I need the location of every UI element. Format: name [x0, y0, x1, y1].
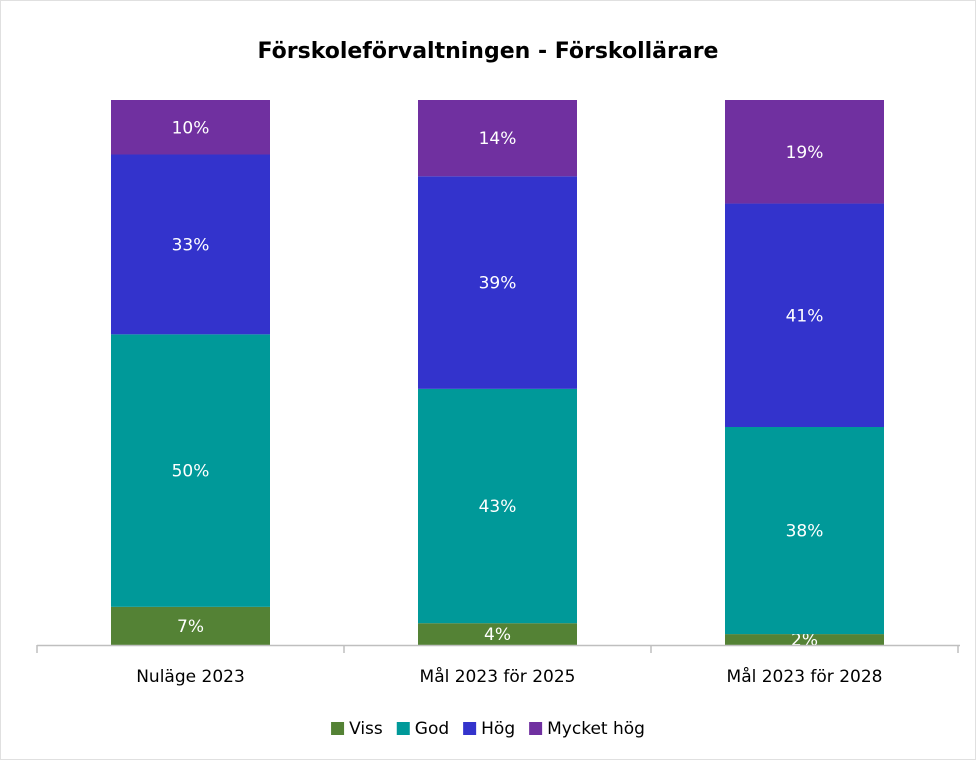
bar-segment [418, 100, 577, 177]
legend-swatch [396, 722, 410, 735]
x-tick-label: Mål 2023 för 2025 [420, 666, 576, 687]
value-label: 7% [177, 617, 204, 637]
value-label: 50% [172, 462, 210, 482]
value-label: 43% [479, 497, 517, 517]
bar-segment [418, 388, 577, 624]
bar-segment [725, 427, 884, 635]
value-label: 10% [172, 118, 210, 138]
x-tick-label: Mål 2023 för 2028 [727, 666, 883, 687]
bar-segment [725, 203, 884, 427]
value-label: 39% [479, 274, 517, 294]
legend-label: Mycket hög [547, 719, 645, 739]
bar-segment [111, 334, 270, 607]
value-label: 38% [786, 522, 824, 542]
value-label: 14% [479, 129, 517, 149]
bar-segment [725, 100, 884, 204]
legend-swatch [529, 722, 543, 735]
value-label: 41% [786, 306, 824, 326]
chart-title: Förskoleförvaltningen - Förskollärare [258, 39, 719, 64]
bar-segment [111, 606, 270, 645]
bar-segment [111, 154, 270, 335]
legend-label: Viss [349, 719, 383, 739]
bar-segment [111, 100, 270, 155]
legend-label: Hög [481, 719, 515, 739]
bar-segment [418, 176, 577, 389]
x-tick-label: Nuläge 2023 [136, 667, 245, 687]
bar-segment [418, 623, 577, 645]
legend-swatch [331, 722, 345, 735]
legend-swatch [463, 722, 477, 735]
legend-label: God [415, 719, 449, 739]
value-label: 19% [786, 143, 824, 163]
legend: Viss God Hög Mycket hög [331, 719, 645, 739]
bar-segment [725, 634, 884, 645]
value-label: 4% [484, 625, 511, 645]
value-label: 33% [172, 235, 210, 255]
